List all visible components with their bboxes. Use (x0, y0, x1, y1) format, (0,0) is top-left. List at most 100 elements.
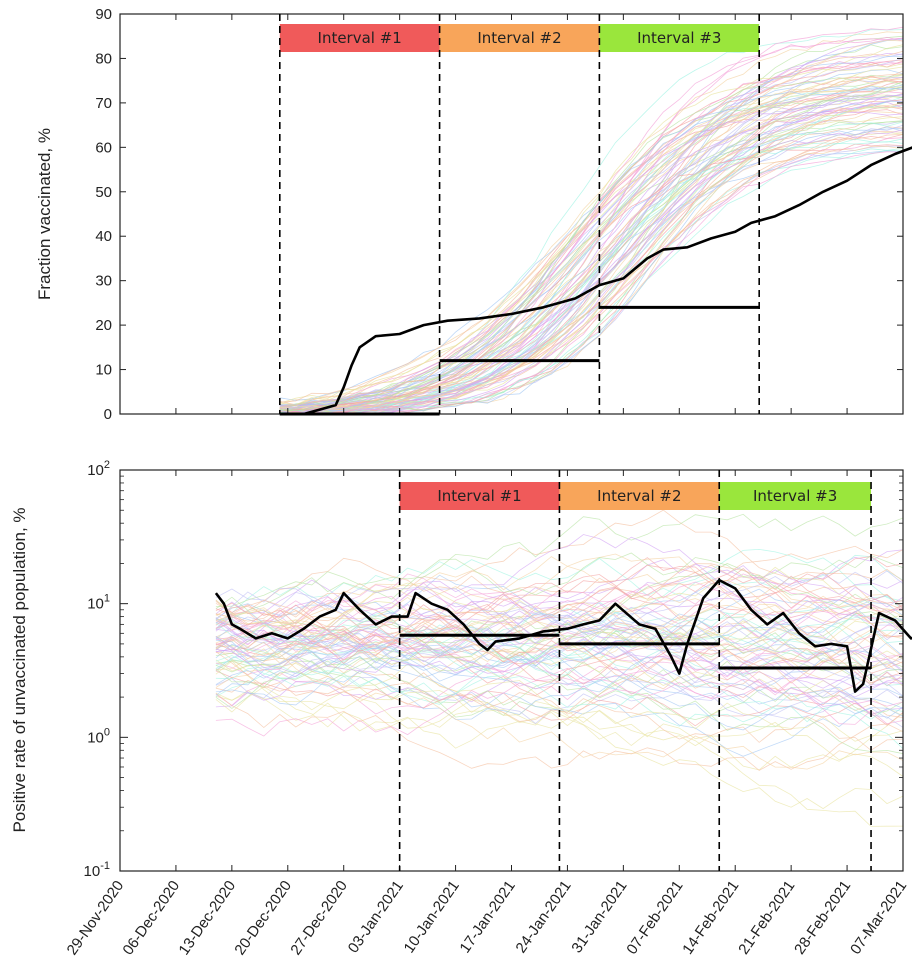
simulation-line-bottom (215, 556, 904, 638)
simulation-line-bottom (215, 635, 904, 731)
simulation-line-top (279, 61, 904, 409)
simulation-line-bottom (215, 601, 904, 674)
top-y-tick-label: 10 (95, 362, 112, 379)
simulation-line-bottom (215, 656, 904, 720)
simulation-line-top (279, 81, 904, 408)
x-tick-label: 29-Nov-2020 (64, 878, 128, 959)
simulation-line-bottom (215, 600, 904, 650)
simulation-line-top (279, 44, 904, 411)
simulation-line-top (279, 26, 904, 413)
x-tick-label: 20-Dec-2020 (231, 878, 295, 959)
x-tick-label: 13-Dec-2020 (175, 878, 239, 959)
bottom-interval-label: Interval #3 (753, 487, 837, 505)
simulation-line-top (279, 124, 904, 410)
bottom-y-axis-label: Positive rate of unvaccinated population… (10, 507, 29, 832)
x-tick-label: 24-Jan-2021 (512, 878, 574, 957)
simulation-line-top (279, 31, 904, 405)
bottom-interval-label: Interval #1 (437, 487, 521, 505)
top-y-tick-label: 90 (95, 6, 112, 23)
simulation-line-top (279, 59, 904, 408)
simulation-line-top (279, 84, 904, 415)
top-y-tick-label: 0 (104, 406, 112, 423)
simulation-line-top (279, 94, 904, 412)
bottom-interval-band (399, 482, 560, 510)
simulation-line-top (279, 29, 904, 412)
simulation-line-bottom (215, 625, 904, 715)
simulation-line-top (279, 80, 904, 414)
simulation-line-top (279, 143, 904, 413)
bottom-y-tick-label: 102 (87, 459, 110, 479)
x-tick-label: 10-Jan-2021 (401, 878, 463, 957)
top-interval-band (599, 24, 760, 52)
top-y-tick-label: 70 (95, 95, 112, 112)
top-y-tick-label: 20 (95, 317, 112, 334)
simulation-line-bottom (215, 599, 904, 687)
top-interval-label: Interval #1 (318, 29, 402, 47)
simulation-line-top (279, 100, 904, 406)
bottom-intervals: Interval #1 Interval #2 Interval #3 (398, 470, 872, 871)
x-tick-label: 17-Jan-2021 (457, 878, 519, 957)
simulation-line-top (279, 79, 904, 415)
simulation-line-top (279, 74, 904, 412)
simulation-line-top (279, 151, 904, 415)
top-interval-band (279, 24, 440, 52)
simulation-line-top (279, 57, 904, 415)
top-y-tick-label: 50 (95, 184, 112, 201)
simulation-line-top (279, 101, 904, 409)
simulation-line-top (279, 91, 904, 414)
simulation-line-bottom (215, 693, 904, 771)
simulation-line-top (279, 131, 904, 412)
simulation-line-bottom (215, 635, 904, 709)
simulation-line-top (279, 105, 904, 412)
x-tick-label: 03-Jan-2021 (345, 878, 407, 957)
simulation-line-top (279, 39, 904, 415)
simulation-line-bottom (215, 635, 904, 717)
simulation-line-bottom (215, 659, 904, 777)
simulation-line-top (279, 50, 904, 403)
top-y-ticks: 0 10 20 30 40 50 60 70 80 90 (95, 6, 903, 423)
top-median-line (279, 146, 912, 416)
x-tick-label: 28-Feb-2021 (791, 878, 854, 958)
simulation-line-top (279, 85, 904, 406)
simulation-line-top (279, 99, 904, 413)
top-intervals: Interval #1 Interval #2 Interval #3 (278, 14, 760, 416)
simulation-line-bottom (215, 686, 904, 742)
x-tick-label: 06-Dec-2020 (120, 878, 184, 959)
simulation-line-bottom (215, 557, 904, 649)
bottom-y-tick-label: 100 (87, 726, 110, 746)
simulation-line-bottom (215, 604, 904, 688)
bottom-interval-label: Interval #2 (597, 487, 681, 505)
bottom-y-tick-label: 10-1 (84, 860, 110, 880)
bottom-interval-band (559, 482, 720, 510)
simulation-line-top (279, 129, 904, 415)
simulation-line-top (279, 37, 904, 415)
simulation-line-top (279, 111, 904, 415)
x-tick-label: 27-Dec-2020 (287, 878, 351, 959)
top-y-tick-label: 30 (95, 273, 112, 290)
bottom-interval-band (719, 482, 872, 510)
simulation-line-top (279, 121, 904, 414)
simulation-line-top (279, 60, 904, 415)
background-simulation-lines (215, 26, 904, 827)
simulation-line-top (279, 120, 904, 415)
simulation-line-top (279, 99, 904, 410)
simulation-line-top (279, 94, 904, 415)
simulation-line-top (279, 105, 904, 415)
x-tick-label: 07-Feb-2021 (623, 878, 686, 958)
top-plot-frame (119, 13, 904, 415)
bottom-y-tick-label: 101 (87, 593, 110, 613)
top-interval-label: Interval #3 (637, 29, 721, 47)
simulation-line-top (279, 73, 904, 408)
simulation-line-bottom (215, 604, 904, 684)
simulation-line-bottom (215, 599, 904, 687)
top-y-axis-label: Fraction vaccinated, % (35, 128, 54, 300)
simulation-line-bottom (215, 570, 904, 652)
simulation-line-top (279, 130, 904, 415)
bottom-median-line (214, 578, 912, 693)
top-interval-label: Interval #2 (477, 29, 561, 47)
top-y-tick-label: 80 (95, 50, 112, 67)
x-tick-label: 14-Feb-2021 (679, 878, 742, 958)
top-y-tick-label: 40 (95, 228, 112, 245)
x-tick-label: 31-Jan-2021 (568, 878, 630, 957)
